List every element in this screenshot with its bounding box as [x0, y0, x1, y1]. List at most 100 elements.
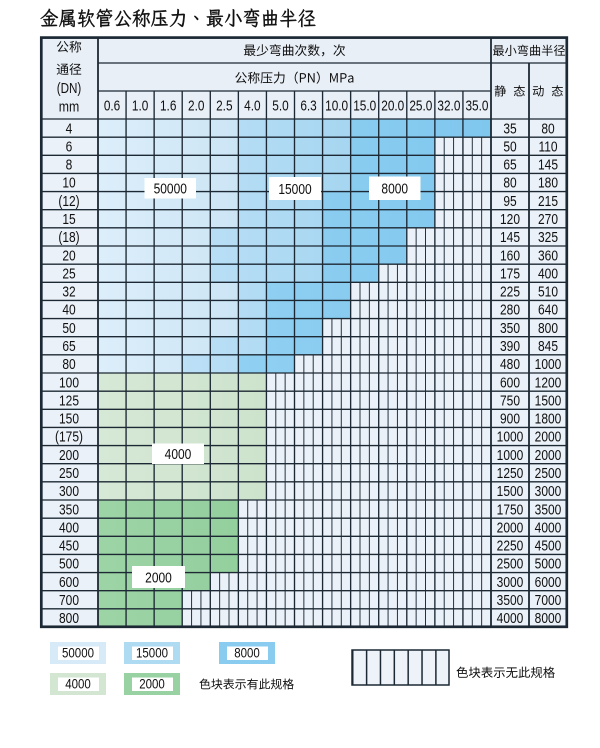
svg-text:2000: 2000: [497, 519, 524, 535]
svg-text:(175): (175): [55, 429, 83, 445]
svg-text:510: 510: [538, 283, 558, 299]
svg-text:8000: 8000: [234, 644, 260, 660]
svg-text:35: 35: [503, 120, 516, 136]
svg-text:32: 32: [62, 283, 75, 299]
svg-text:15000: 15000: [278, 181, 311, 197]
svg-text:150: 150: [59, 410, 79, 426]
svg-text:900: 900: [500, 410, 520, 426]
svg-text:800: 800: [59, 610, 79, 626]
svg-text:50: 50: [62, 320, 75, 336]
svg-text:225: 225: [500, 283, 520, 299]
svg-text:110: 110: [538, 138, 557, 154]
svg-text:65: 65: [503, 156, 516, 172]
svg-text:50000: 50000: [154, 180, 187, 196]
svg-text:180: 180: [538, 175, 558, 191]
svg-text:8000: 8000: [535, 610, 562, 626]
svg-text:80: 80: [503, 175, 516, 191]
svg-text:1.0: 1.0: [132, 97, 148, 113]
svg-text:35.0: 35.0: [465, 97, 488, 113]
svg-text:4000: 4000: [65, 675, 91, 691]
svg-text:1000: 1000: [497, 429, 524, 445]
svg-text:1800: 1800: [535, 410, 562, 426]
svg-text:4.0: 4.0: [244, 97, 260, 113]
svg-text:700: 700: [59, 592, 79, 608]
svg-text:640: 640: [538, 302, 558, 318]
svg-text:4000: 4000: [165, 446, 192, 462]
svg-text:145: 145: [538, 156, 558, 172]
svg-text:7000: 7000: [535, 592, 562, 608]
svg-text:2000: 2000: [535, 447, 562, 463]
svg-text:600: 600: [500, 374, 520, 390]
svg-text:2500: 2500: [497, 556, 524, 572]
svg-text:3500: 3500: [535, 501, 562, 517]
svg-text:450: 450: [59, 537, 79, 553]
svg-text:250: 250: [59, 465, 79, 481]
svg-text:0.6: 0.6: [104, 97, 120, 113]
svg-text:845: 845: [538, 338, 558, 354]
svg-text:80: 80: [62, 356, 75, 372]
svg-text:2.5: 2.5: [216, 97, 232, 113]
svg-text:2500: 2500: [535, 465, 562, 481]
svg-text:80: 80: [541, 120, 554, 136]
svg-text:1000: 1000: [535, 356, 562, 372]
svg-text:50000: 50000: [62, 644, 94, 660]
svg-text:6000: 6000: [535, 574, 562, 590]
svg-text:25.0: 25.0: [409, 97, 432, 113]
svg-text:400: 400: [538, 265, 558, 281]
svg-text:4000: 4000: [535, 519, 562, 535]
svg-text:350: 350: [500, 320, 520, 336]
svg-text:6: 6: [66, 138, 73, 154]
svg-text:120: 120: [500, 211, 520, 227]
svg-text:95: 95: [503, 193, 516, 209]
svg-text:300: 300: [59, 483, 79, 499]
svg-text:3000: 3000: [497, 574, 524, 590]
svg-text:3000: 3000: [535, 483, 562, 499]
svg-text:15: 15: [62, 211, 75, 227]
svg-text:15000: 15000: [136, 644, 168, 660]
svg-text:200: 200: [59, 447, 79, 463]
svg-text:25: 25: [62, 265, 75, 281]
svg-text:125: 125: [59, 392, 79, 408]
svg-text:600: 600: [59, 574, 79, 590]
svg-text:215: 215: [538, 193, 558, 209]
svg-text:175: 175: [500, 265, 520, 281]
svg-text:100: 100: [59, 374, 79, 390]
svg-text:4500: 4500: [535, 537, 562, 553]
svg-text:2000: 2000: [145, 569, 172, 585]
svg-text:3500: 3500: [497, 592, 524, 608]
svg-text:800: 800: [538, 320, 558, 336]
svg-text:(DN): (DN): [57, 80, 82, 96]
svg-text:50: 50: [503, 138, 516, 154]
svg-text:1500: 1500: [497, 483, 524, 499]
svg-text:2000: 2000: [535, 429, 562, 445]
svg-text:1000: 1000: [497, 447, 524, 463]
svg-text:400: 400: [59, 519, 79, 535]
svg-text:1.6: 1.6: [160, 97, 176, 113]
svg-text:390: 390: [500, 338, 520, 354]
svg-text:1500: 1500: [535, 392, 562, 408]
svg-text:325: 325: [538, 229, 558, 245]
svg-text:10: 10: [62, 175, 75, 191]
svg-text:145: 145: [500, 229, 520, 245]
svg-text:2000: 2000: [139, 675, 165, 691]
svg-text:350: 350: [59, 501, 79, 517]
svg-text:(18): (18): [58, 229, 79, 245]
svg-text:270: 270: [538, 211, 558, 227]
svg-text:2250: 2250: [497, 537, 524, 553]
svg-text:(12): (12): [58, 193, 79, 209]
svg-text:6.3: 6.3: [300, 97, 316, 113]
svg-text:500: 500: [59, 556, 79, 572]
svg-text:8: 8: [66, 156, 73, 172]
svg-text:360: 360: [538, 247, 558, 263]
svg-text:2.0: 2.0: [188, 97, 204, 113]
svg-text:mm: mm: [59, 97, 80, 115]
svg-text:10.0: 10.0: [325, 97, 348, 113]
svg-text:160: 160: [500, 247, 520, 263]
svg-text:40: 40: [62, 302, 75, 318]
svg-text:5000: 5000: [535, 556, 562, 572]
svg-text:20: 20: [62, 247, 75, 263]
svg-text:20.0: 20.0: [381, 97, 404, 113]
svg-text:15.0: 15.0: [353, 97, 376, 113]
svg-text:480: 480: [500, 356, 520, 372]
svg-text:65: 65: [62, 338, 75, 354]
